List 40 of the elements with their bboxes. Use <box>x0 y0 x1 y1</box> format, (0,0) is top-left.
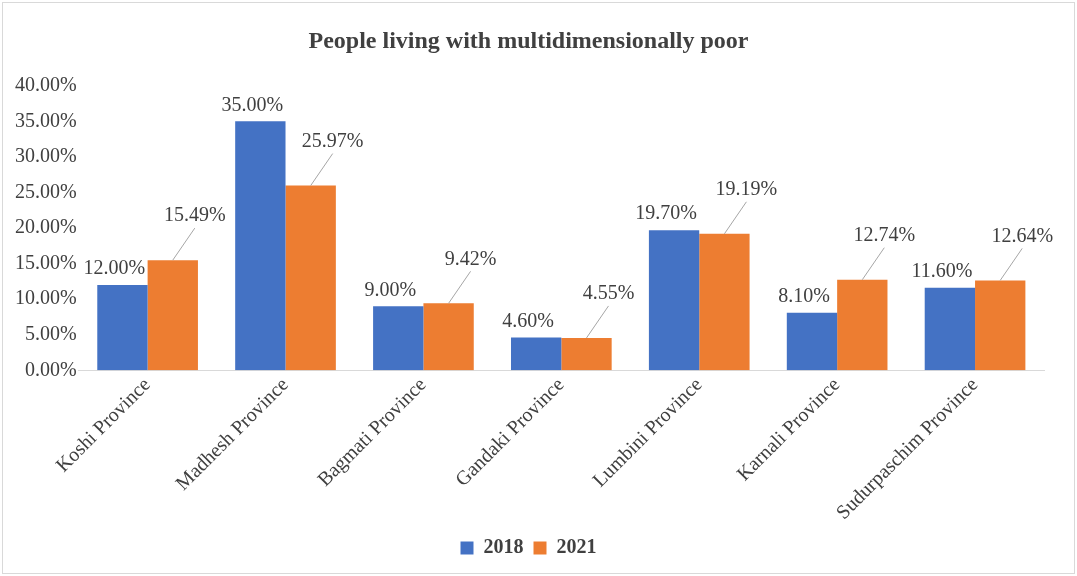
data-label: 12.64% <box>991 223 1054 246</box>
y-tick-label: 0.00% <box>24 357 77 380</box>
bar <box>285 185 336 371</box>
data-label: 35.00% <box>221 92 284 115</box>
data-label: 19.70% <box>635 201 697 224</box>
legend-label: 2018 <box>483 535 524 558</box>
data-label: 9.00% <box>364 277 417 300</box>
y-tick-label: 10.00% <box>14 286 77 309</box>
y-tick-label: 35.00% <box>14 108 77 131</box>
data-label: 11.60% <box>911 259 973 282</box>
data-label: 12.00% <box>83 256 146 279</box>
data-label: 19.19% <box>715 177 778 200</box>
y-tick-label: 5.00% <box>24 321 77 344</box>
y-tick-label: 40.00% <box>14 73 77 96</box>
bar <box>373 306 424 371</box>
data-label: 15.49% <box>163 203 226 226</box>
data-label: 4.55% <box>582 281 635 304</box>
bar <box>423 303 474 371</box>
chart-title: People living with multidimensionally poor <box>308 26 749 53</box>
bar <box>975 280 1026 371</box>
bar <box>837 279 888 371</box>
y-tick-label: 15.00% <box>14 250 77 273</box>
bar <box>561 337 612 371</box>
data-label: 25.97% <box>301 128 364 151</box>
data-label: 8.10% <box>778 283 830 306</box>
y-tick-label: 25.00% <box>14 179 77 202</box>
bar <box>511 337 562 371</box>
bar <box>648 230 700 371</box>
bar <box>699 233 750 371</box>
bar <box>786 312 838 371</box>
bar <box>235 121 286 371</box>
bar <box>97 284 148 371</box>
data-label: 12.74% <box>853 222 916 245</box>
bar <box>147 260 198 371</box>
y-tick-label: 30.00% <box>14 144 77 167</box>
data-label: 4.60% <box>502 308 554 331</box>
data-label: 9.42% <box>444 246 497 269</box>
bar <box>924 287 976 371</box>
legend-label: 2021 <box>556 535 597 558</box>
y-tick-label: 20.00% <box>14 215 77 238</box>
